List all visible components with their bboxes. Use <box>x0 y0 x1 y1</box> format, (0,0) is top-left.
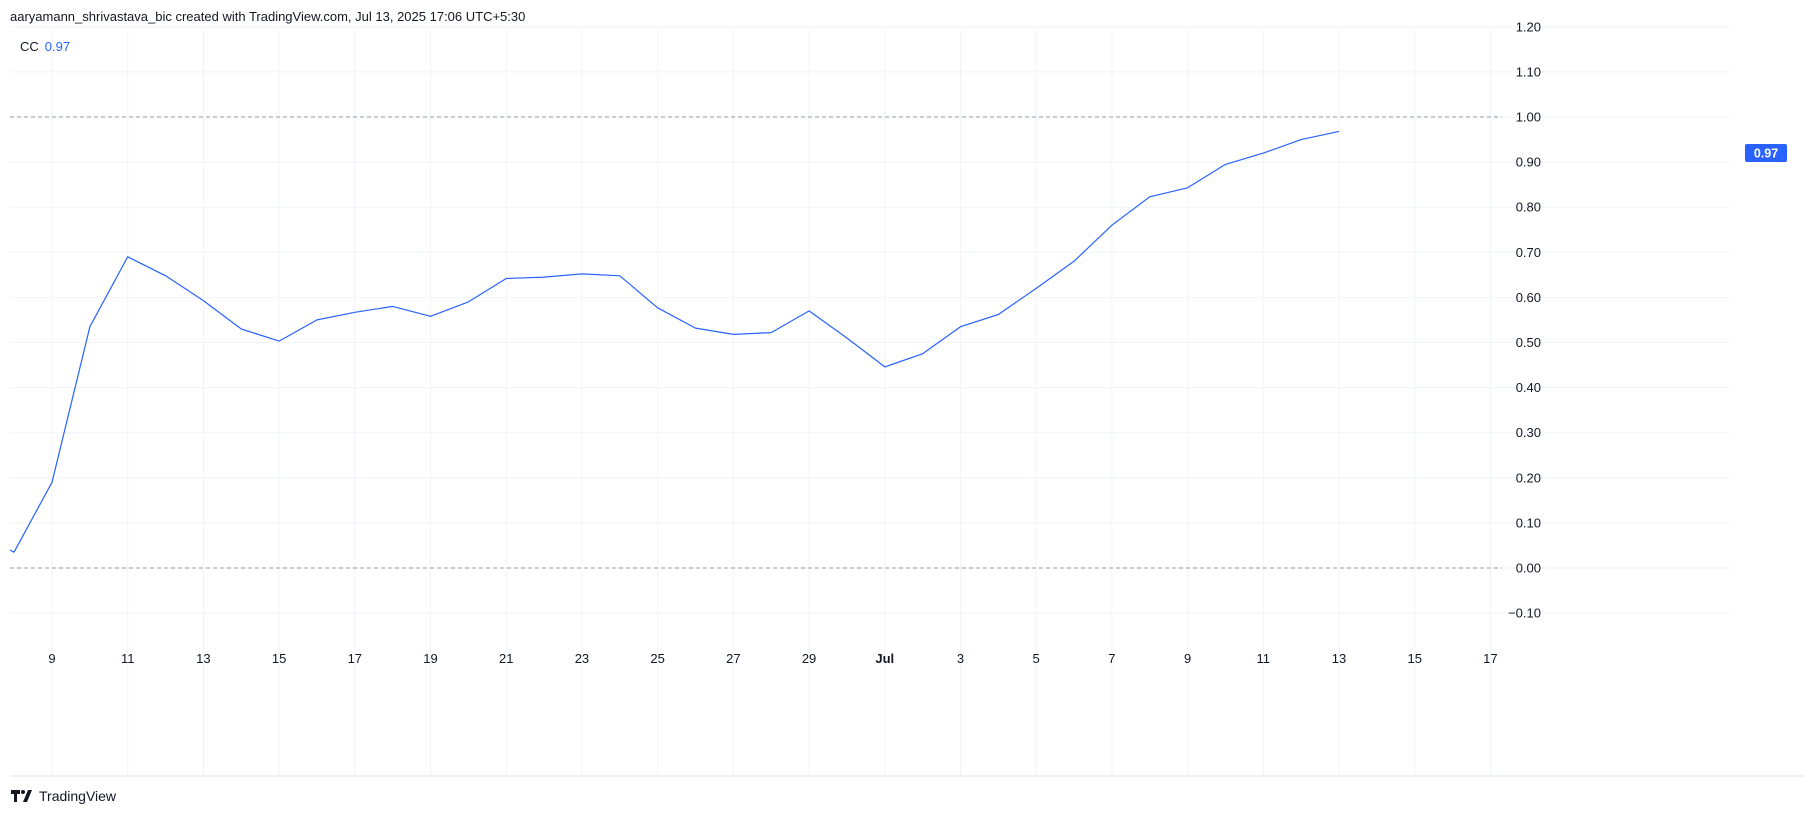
chart-attribution-header: aaryamann_shrivastava_bic created with T… <box>10 9 526 24</box>
plot-area[interactable] <box>10 31 1804 776</box>
x-tick-label: 11 <box>1257 651 1271 666</box>
legend-symbol: CC <box>20 39 39 54</box>
reference-lines <box>10 116 1502 569</box>
x-tick-label: 27 <box>726 651 740 666</box>
x-tick-label: 29 <box>802 651 816 666</box>
y-axis[interactable]: 1.20 1.10 1.00 0.90 0.80 0.70 0.60 0.50 0.40 0.30… <box>1508 19 1541 620</box>
x-tick-label: 17 <box>348 651 362 666</box>
y-tick-label: 1.10 <box>1516 64 1541 79</box>
y-tick-label: −0.10 <box>1508 606 1541 621</box>
last-price-badge <box>1745 144 1787 162</box>
x-tick-label: 23 <box>575 651 589 666</box>
y-tick-label: 0.10 <box>1516 515 1541 530</box>
x-tick-label: 13 <box>196 651 210 666</box>
chart-legend[interactable]: CC 0.97 <box>20 39 70 54</box>
x-tick-label: 19 <box>423 651 437 666</box>
last-price-label: 0.97 <box>1745 144 1787 162</box>
x-tick-label: 25 <box>650 651 664 666</box>
brand-name: TradingView <box>39 788 117 804</box>
y-tick-label: 0.50 <box>1516 335 1541 350</box>
x-tick-label: 9 <box>48 651 55 666</box>
x-tick-label: 21 <box>499 651 513 666</box>
y-tick-label: 0.70 <box>1516 245 1541 260</box>
x-tick-label: 15 <box>1407 651 1421 666</box>
y-tick-label: 1.20 <box>1516 19 1541 34</box>
x-tick-label: 17 <box>1483 651 1497 666</box>
x-tick-label: 11 <box>121 651 135 666</box>
y-tick-label: 0.00 <box>1516 561 1541 576</box>
tradingview-branding[interactable]: TradingView <box>11 788 116 804</box>
x-tick-label: 5 <box>1033 651 1040 666</box>
x-tick-label: 9 <box>1184 651 1191 666</box>
y-tick-label: 0.90 <box>1516 155 1541 170</box>
x-tick-label: 7 <box>1108 651 1115 666</box>
y-tick-label: 0.60 <box>1516 290 1541 305</box>
legend-value: 0.97 <box>44 39 71 54</box>
last-price-value: 0.97 <box>1754 147 1778 161</box>
y-tick-label: 0.80 <box>1516 200 1541 215</box>
x-tick-label: 15 <box>272 651 286 666</box>
y-tick-label: 0.30 <box>1516 425 1541 440</box>
y-tick-label: 0.40 <box>1516 380 1541 395</box>
y-tick-label: 1.00 <box>1516 110 1541 125</box>
y-tick-label: 0.20 <box>1516 470 1541 485</box>
x-tick-label: 3 <box>957 651 964 666</box>
tradingview-logo-icon <box>11 790 32 802</box>
x-axis[interactable]: 9 11 13 15 17 19 21 23 25 27 29 Jul 3 5 7 9 11 13 15 17 <box>48 651 1497 666</box>
grid-lines <box>10 26 1730 776</box>
series-points <box>9 131 1340 553</box>
x-tick-label: Jul <box>875 651 894 666</box>
x-tick-label: 13 <box>1332 651 1346 666</box>
